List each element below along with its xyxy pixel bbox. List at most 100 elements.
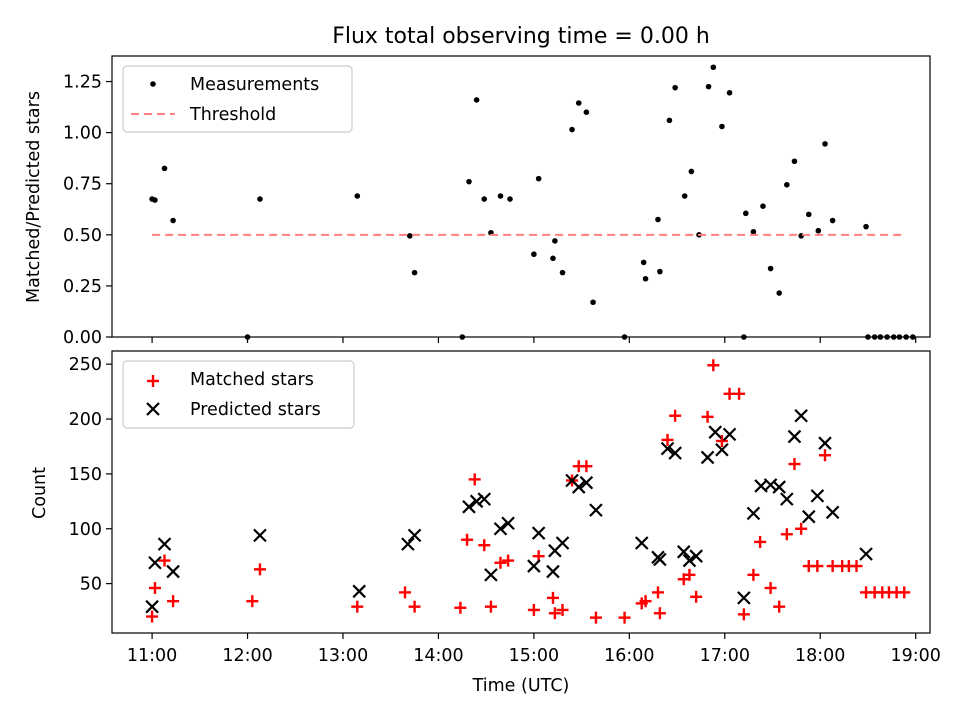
- count-plot-area: [145, 359, 911, 624]
- matched-star-point: [811, 560, 824, 573]
- measurement-point: [776, 290, 782, 296]
- matched-star-point: [527, 603, 540, 616]
- matched-star-point: [548, 607, 561, 620]
- measurement-point: [354, 193, 361, 199]
- predicted-star-point: [477, 492, 492, 506]
- measurement-point: [161, 165, 168, 172]
- predicted-star-point: [708, 425, 723, 439]
- x-tick-label: 16:00: [604, 646, 654, 666]
- x-tick-label: 19:00: [890, 646, 940, 666]
- count-y-tick-label: 50: [80, 575, 102, 595]
- matched-star-point: [253, 563, 266, 576]
- matched-star-point: [737, 608, 750, 621]
- matched-star-point: [618, 611, 631, 624]
- predicted-star-point: [253, 528, 267, 543]
- matched-star-point: [795, 522, 808, 535]
- matched-star-point: [408, 600, 421, 613]
- predicted-star-point: [634, 536, 649, 550]
- ratio-y-tick-label: 0.00: [63, 328, 102, 348]
- measurement-point: [257, 196, 263, 202]
- predicted-star-point: [676, 545, 691, 559]
- matched-star-point: [158, 554, 171, 567]
- measurement-point: [750, 228, 757, 235]
- predicted-star-point: [810, 489, 825, 503]
- matched-star-point: [351, 600, 364, 613]
- measurement-point: [719, 123, 725, 130]
- ratio-y-tick-label: 0.25: [63, 277, 102, 297]
- count-y-tick-label: 200: [69, 410, 102, 430]
- matched-star-point: [556, 603, 569, 616]
- predicted-star-point: [462, 500, 476, 514]
- matched-star-point: [478, 539, 491, 552]
- x-tick-label: 12:00: [222, 646, 272, 666]
- measurement-point: [559, 269, 566, 276]
- matched-star-point: [733, 387, 746, 400]
- x-tick-label: 15:00: [509, 646, 559, 666]
- matched-legend-label: Matched stars: [190, 370, 314, 390]
- measurement-point: [550, 255, 556, 262]
- predicted-star-point: [859, 547, 873, 561]
- measurement-point: [466, 178, 472, 185]
- measurement-point: [640, 259, 647, 266]
- ratio-y-axis-label: Matched/Predicted stars: [24, 91, 44, 303]
- measurement-point: [481, 196, 488, 202]
- measurement-point: [531, 251, 537, 258]
- count-legend: Matched stars Predicted stars: [122, 360, 355, 429]
- x-tick-label: 17:00: [700, 646, 750, 666]
- x-tick-label: 18:00: [795, 646, 845, 666]
- predicted-star-point: [145, 599, 159, 614]
- measurement-point: [688, 168, 695, 175]
- matched-star-point: [690, 590, 703, 603]
- predicted-star-point: [780, 492, 794, 506]
- measurement-point: [552, 238, 558, 244]
- predicted-star-point: [772, 480, 786, 494]
- predicted-star-point: [715, 442, 729, 457]
- predicted-star-point: [794, 408, 808, 423]
- ratio-y-tick-label: 0.75: [63, 175, 102, 195]
- matched-star-point: [850, 560, 863, 573]
- matched-star-point: [580, 460, 593, 473]
- predicted-star-point: [763, 478, 778, 492]
- predicted-star-point: [157, 537, 172, 551]
- matched-star-point: [589, 611, 602, 624]
- ratio-axes: 0.00 0.25 0.50 0.75 1.00 1.25: [63, 73, 917, 348]
- measurement-point: [575, 100, 582, 106]
- measurement-point: [863, 223, 869, 230]
- matched-star-point: [653, 607, 666, 620]
- predicted-star-point: [527, 559, 541, 573]
- matched-star-point: [651, 586, 664, 599]
- figure-title: Flux total observing time = 0.00 h: [332, 24, 710, 49]
- predicted-star-point: [700, 450, 715, 465]
- predicted-star-point: [166, 564, 180, 579]
- predicted-star-point: [746, 506, 761, 521]
- predicted-star-point: [579, 475, 594, 490]
- predicted-star-point: [401, 537, 415, 551]
- x-axis-label: Time (UTC): [472, 676, 570, 696]
- predicted-legend-marker: [146, 402, 160, 416]
- matched-star-point: [502, 554, 515, 567]
- predicted-star-point: [787, 429, 802, 444]
- predicted-star-point: [825, 505, 840, 520]
- matched-star-point: [764, 582, 777, 595]
- measurement-point: [569, 126, 575, 133]
- matched-star-point: [754, 535, 767, 548]
- x-tick-label: 14:00: [413, 646, 463, 666]
- matched-star-point: [669, 409, 682, 422]
- predicted-star-point: [493, 521, 508, 536]
- matched-star-point: [454, 601, 467, 614]
- predicted-star-point: [148, 555, 162, 570]
- ratio-y-tick-label: 1.25: [63, 73, 102, 93]
- predicted-star-point: [682, 553, 697, 568]
- measurement-point: [767, 265, 774, 272]
- predicted-star-point: [689, 549, 703, 563]
- threshold-legend-label: Threshold: [189, 105, 276, 125]
- measurement-point: [815, 227, 822, 234]
- matched-legend-marker: [147, 375, 159, 387]
- matched-star-point: [546, 591, 559, 604]
- predicted-star-point: [484, 568, 498, 582]
- measurement-point: [170, 217, 176, 224]
- measurements-legend-label: Measurements: [190, 75, 319, 95]
- measurement-point: [829, 217, 836, 224]
- measurement-point: [590, 299, 596, 306]
